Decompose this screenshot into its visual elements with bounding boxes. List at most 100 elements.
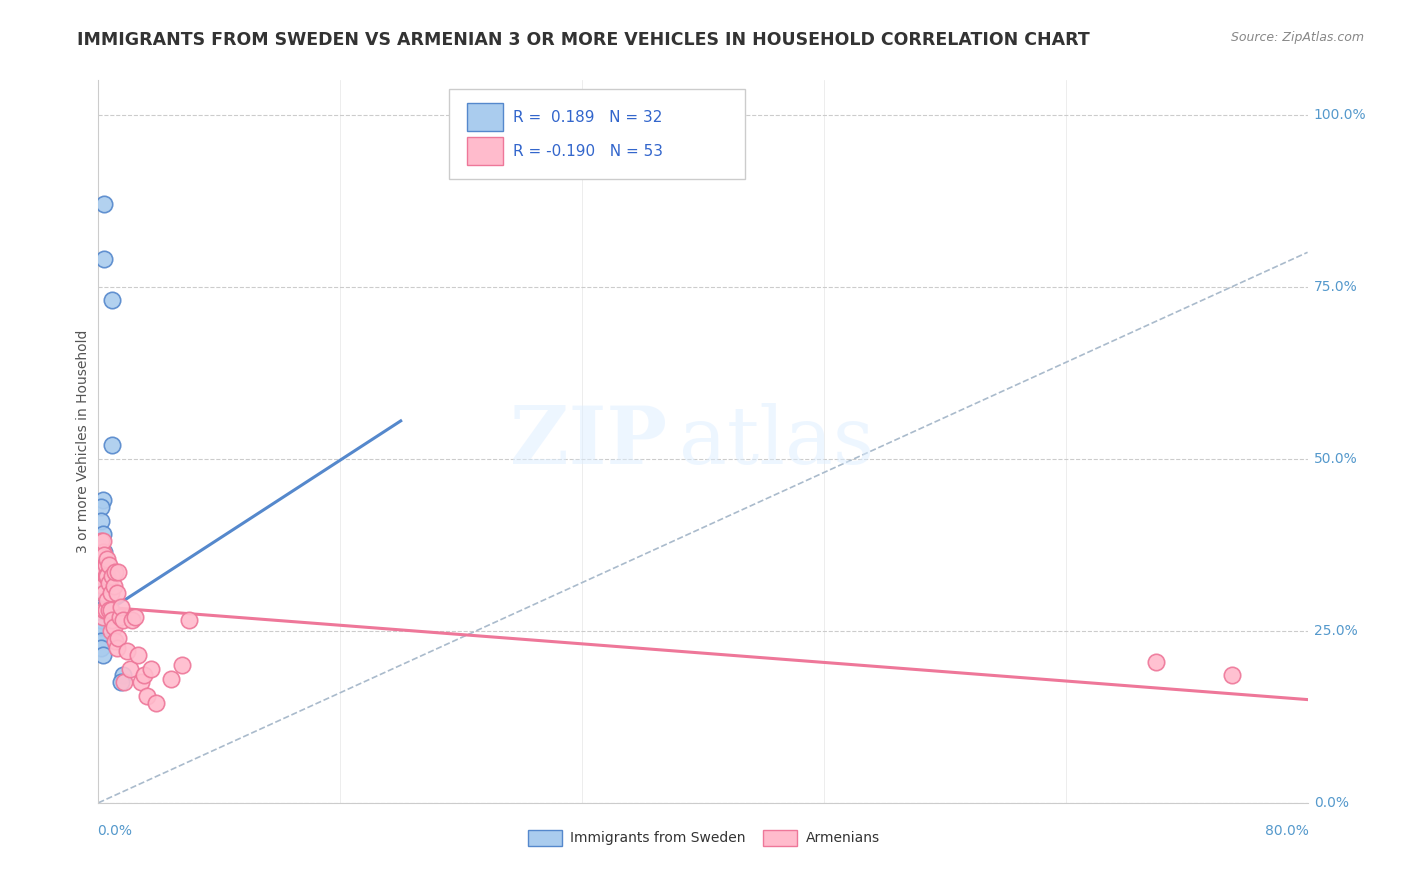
Point: [91, 648, 114, 662]
Point: [1220, 668, 1243, 682]
Point: [93, 548, 115, 562]
Point: [98, 575, 121, 590]
Text: Immigrants from Sweden: Immigrants from Sweden: [569, 831, 745, 846]
Point: [141, 662, 163, 676]
Point: [179, 614, 201, 628]
Text: 100.0%: 100.0%: [1313, 108, 1367, 121]
Point: [100, 586, 122, 600]
Point: [91, 544, 114, 558]
Point: [111, 614, 134, 628]
Point: [90, 534, 112, 549]
Point: [91, 562, 114, 576]
Point: [91, 579, 114, 593]
FancyBboxPatch shape: [467, 103, 503, 131]
FancyBboxPatch shape: [763, 830, 797, 847]
Point: [111, 668, 134, 682]
Point: [100, 603, 122, 617]
Point: [91, 582, 114, 597]
Point: [90, 603, 112, 617]
Point: [90, 568, 112, 582]
Point: [160, 672, 183, 686]
FancyBboxPatch shape: [467, 137, 503, 165]
Point: [120, 662, 142, 676]
Point: [91, 610, 114, 624]
Point: [98, 558, 121, 573]
Point: [101, 438, 124, 452]
Point: [108, 610, 131, 624]
Point: [90, 616, 112, 631]
Text: 0.0%: 0.0%: [97, 824, 132, 838]
Point: [91, 610, 114, 624]
Point: [91, 548, 114, 562]
Point: [124, 610, 146, 624]
Point: [90, 620, 112, 634]
Point: [107, 566, 129, 580]
Point: [91, 527, 114, 541]
Text: 75.0%: 75.0%: [1313, 280, 1357, 293]
Text: 80.0%: 80.0%: [1265, 824, 1309, 838]
Point: [103, 620, 125, 634]
Text: Armenians: Armenians: [806, 831, 880, 846]
Y-axis label: 3 or more Vehicles in Household: 3 or more Vehicles in Household: [76, 330, 90, 553]
Point: [107, 631, 129, 645]
Text: ZIP: ZIP: [510, 402, 666, 481]
Point: [91, 575, 114, 590]
Point: [90, 640, 112, 655]
Point: [93, 544, 115, 558]
Text: R = -0.190   N = 53: R = -0.190 N = 53: [513, 144, 664, 159]
Point: [93, 586, 115, 600]
Point: [90, 634, 112, 648]
Point: [90, 500, 112, 514]
Point: [93, 252, 115, 267]
Point: [91, 493, 114, 508]
Text: R =  0.189   N = 32: R = 0.189 N = 32: [513, 110, 662, 125]
Point: [90, 614, 112, 628]
Point: [101, 568, 124, 582]
Point: [129, 675, 152, 690]
Point: [90, 627, 112, 641]
FancyBboxPatch shape: [449, 89, 745, 179]
Point: [93, 197, 115, 211]
Point: [105, 640, 128, 655]
Text: 25.0%: 25.0%: [1313, 624, 1357, 638]
Point: [105, 586, 128, 600]
Text: 50.0%: 50.0%: [1313, 451, 1357, 466]
Point: [112, 675, 135, 690]
Point: [101, 614, 124, 628]
Text: atlas: atlas: [679, 402, 875, 481]
Point: [145, 696, 167, 710]
Point: [91, 562, 114, 576]
Point: [127, 648, 149, 662]
Point: [90, 541, 112, 556]
Point: [91, 592, 114, 607]
Text: Source: ZipAtlas.com: Source: ZipAtlas.com: [1230, 31, 1364, 45]
Point: [101, 293, 124, 308]
Point: [135, 689, 157, 703]
Point: [91, 534, 114, 549]
Point: [93, 562, 115, 576]
Point: [121, 614, 143, 628]
Point: [100, 624, 122, 638]
Point: [91, 562, 114, 576]
Point: [94, 558, 117, 573]
Point: [96, 551, 118, 566]
Point: [96, 568, 118, 582]
Point: [94, 603, 117, 617]
Point: [104, 566, 127, 580]
Point: [98, 603, 121, 617]
Point: [90, 551, 112, 566]
FancyBboxPatch shape: [527, 830, 561, 847]
Text: 0.0%: 0.0%: [1313, 796, 1348, 810]
Point: [110, 675, 132, 690]
Point: [1144, 655, 1167, 669]
Point: [91, 590, 114, 604]
Point: [170, 658, 193, 673]
Point: [91, 579, 114, 593]
Point: [90, 575, 112, 590]
Point: [94, 568, 117, 582]
Point: [104, 634, 127, 648]
Point: [103, 579, 125, 593]
Point: [110, 599, 132, 614]
Point: [93, 568, 115, 582]
Point: [132, 668, 155, 682]
